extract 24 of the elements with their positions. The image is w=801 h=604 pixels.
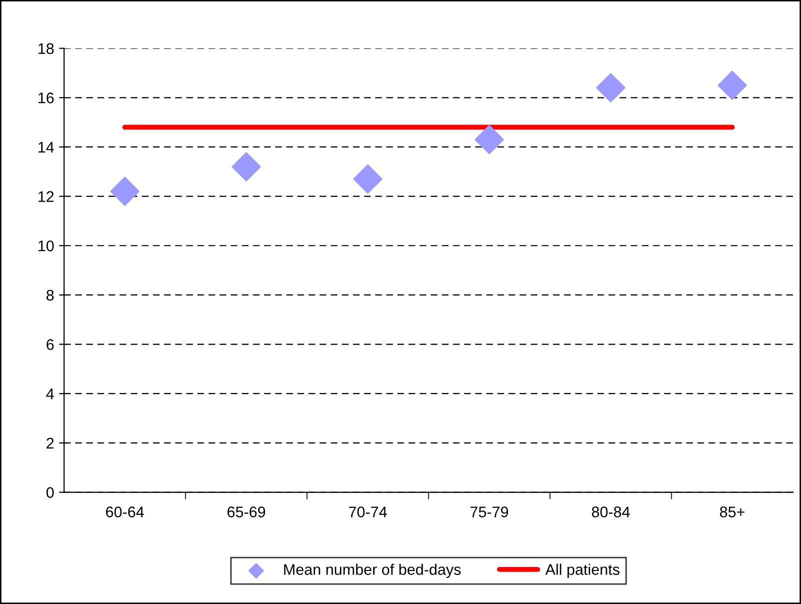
y-tick-label: 4 — [46, 388, 54, 400]
point — [232, 152, 261, 182]
y-tick-label: 2 — [46, 438, 54, 448]
point — [596, 73, 626, 102]
y-tick-label: 16 — [38, 92, 54, 104]
y-tick-label: 0 — [46, 487, 54, 498]
legend-label: Mean number of bed-days — [284, 564, 461, 578]
point — [353, 164, 382, 194]
x-tick-label: 85+ — [720, 506, 744, 518]
x-tick-label: 80-84 — [592, 506, 630, 518]
x-tick-label: 60-64 — [106, 506, 144, 518]
x-tick-label: 75-79 — [470, 506, 508, 518]
point — [718, 70, 747, 100]
y-tick-label: 8 — [46, 290, 54, 301]
y-tick-label: 12 — [38, 191, 54, 202]
legend-label: All patients — [545, 564, 620, 578]
y-tick-label: 10 — [38, 240, 54, 252]
y-tick-label: 18 — [38, 43, 54, 54]
point — [110, 176, 140, 206]
x-tick-label: 70-74 — [349, 506, 387, 518]
point — [474, 124, 504, 154]
y-tick-label: 14 — [38, 142, 54, 153]
y-tick-label: 6 — [46, 339, 54, 350]
x-tick-label: 65-69 — [228, 506, 266, 518]
